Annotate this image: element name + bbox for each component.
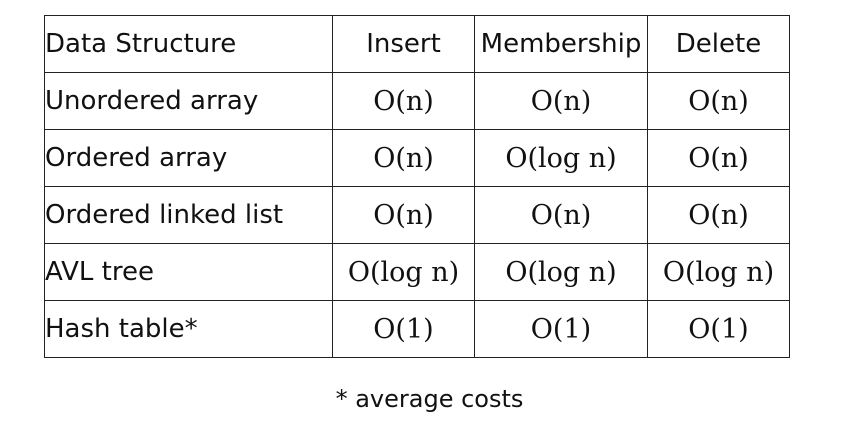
membership-cost: O(log n) xyxy=(474,129,648,187)
footnote: * average costs xyxy=(335,385,524,413)
header-membership: Membership xyxy=(474,15,648,73)
header-insert: Insert xyxy=(332,15,475,73)
insert-cost: O(n) xyxy=(332,72,475,130)
delete-cost: O(n) xyxy=(647,186,790,244)
row-name: AVL tree xyxy=(44,243,333,301)
header-delete: Delete xyxy=(647,15,790,73)
membership-cost: O(n) xyxy=(474,72,648,130)
table-row: Unordered array O(n) O(n) O(n) xyxy=(44,72,790,130)
insert-cost: O(log n) xyxy=(332,243,475,301)
delete-cost: O(n) xyxy=(647,129,790,187)
row-name: Hash table* xyxy=(44,300,333,358)
row-name: Ordered linked list xyxy=(44,186,333,244)
row-name: Unordered array xyxy=(44,72,333,130)
table-row: Ordered linked list O(n) O(n) O(n) xyxy=(44,186,790,244)
header-row: Data Structure Insert Membership Delete xyxy=(44,15,790,73)
insert-cost: O(n) xyxy=(332,186,475,244)
row-name: Ordered array xyxy=(44,129,333,187)
insert-cost: O(1) xyxy=(332,300,475,358)
membership-cost: O(n) xyxy=(474,186,648,244)
membership-cost: O(1) xyxy=(474,300,648,358)
complexity-table: Data Structure Insert Membership Delete … xyxy=(44,15,790,358)
table-row: Hash table* O(1) O(1) O(1) xyxy=(44,300,790,358)
header-data-structure: Data Structure xyxy=(44,15,333,73)
table-row: AVL tree O(log n) O(log n) O(log n) xyxy=(44,243,790,301)
delete-cost: O(log n) xyxy=(647,243,790,301)
insert-cost: O(n) xyxy=(332,129,475,187)
delete-cost: O(1) xyxy=(647,300,790,358)
delete-cost: O(n) xyxy=(647,72,790,130)
membership-cost: O(log n) xyxy=(474,243,648,301)
table-row: Ordered array O(n) O(log n) O(n) xyxy=(44,129,790,187)
